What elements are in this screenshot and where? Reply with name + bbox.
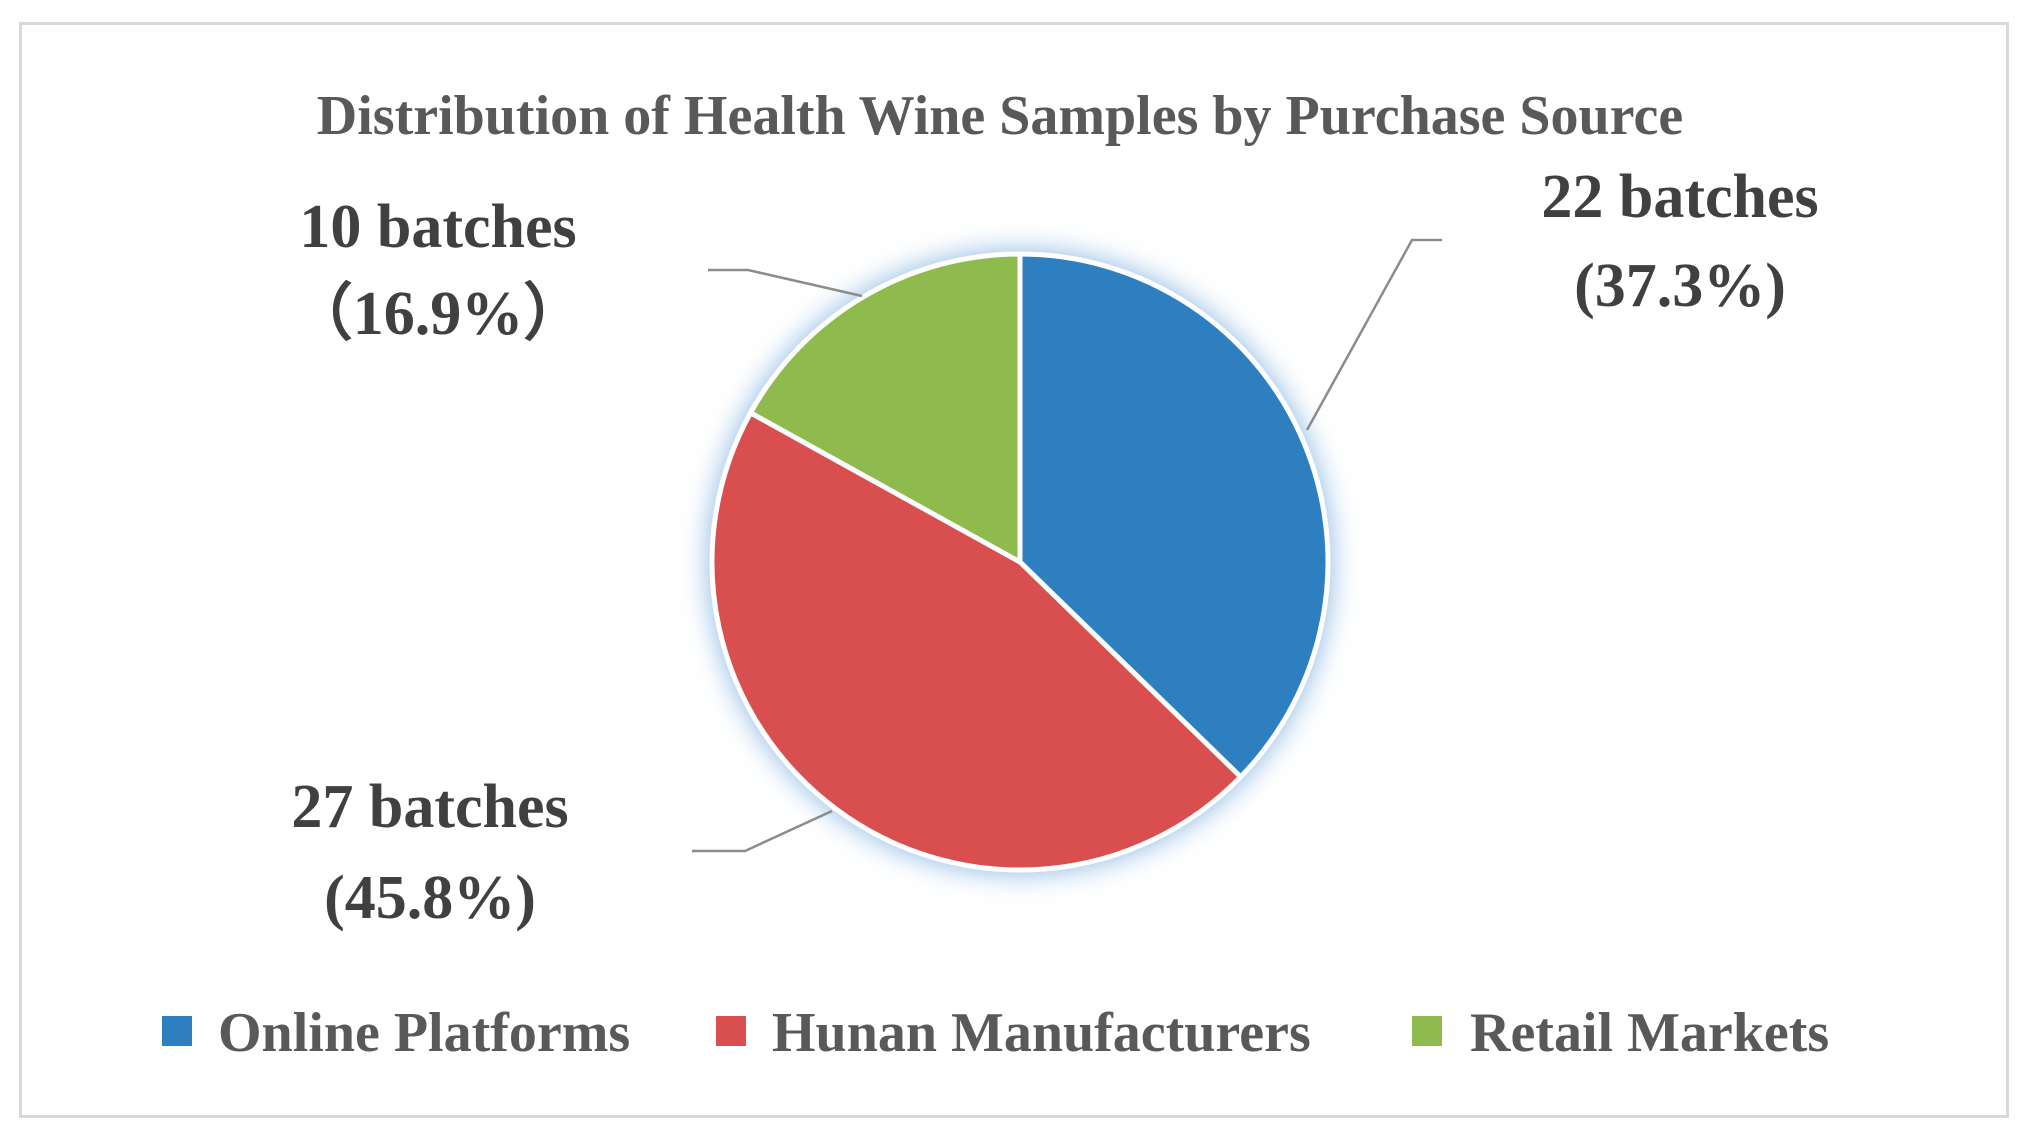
chart-title: Distribution of Health Wine Samples by P… (317, 85, 1683, 147)
data-label-hunan-manufacturers-count: 27 batches (291, 773, 568, 841)
pie-slice-retail-markets (748, 251, 1023, 565)
data-label-hunan-manufacturers-percent: (45.8%) (324, 864, 536, 932)
data-label-retail-markets-count: 10 batches (299, 193, 576, 261)
legend-swatch-hunan-manufacturers (716, 1016, 746, 1046)
legend-swatch-online-platforms (162, 1016, 192, 1046)
leader-line-online-platforms (1305, 238, 1442, 431)
legend-label-online-platforms: Online Platforms (218, 1002, 630, 1064)
data-label-online-platforms-percent: (37.3%) (1574, 252, 1786, 320)
legend: Online Platforms Hunan Manufacturers Ret… (162, 1002, 1829, 1064)
data-label-retail-markets-percent: （16.9%） (291, 278, 586, 348)
legend-label-retail-markets: Retail Markets (1470, 1002, 1829, 1064)
legend-label-hunan-manufacturers: Hunan Manufacturers (772, 1002, 1311, 1064)
leader-line-hunan-manufacturers (692, 809, 833, 853)
legend-swatch-retail-markets (1412, 1016, 1442, 1046)
pie-slice-hunan-manufacturers (709, 410, 1244, 873)
data-label-online-platforms-count: 22 batches (1541, 163, 1818, 231)
leader-lines (692, 238, 1442, 853)
pie (709, 251, 1331, 873)
leader-line-retail-markets (708, 268, 863, 298)
pie-slice-online-platforms (1017, 251, 1331, 780)
